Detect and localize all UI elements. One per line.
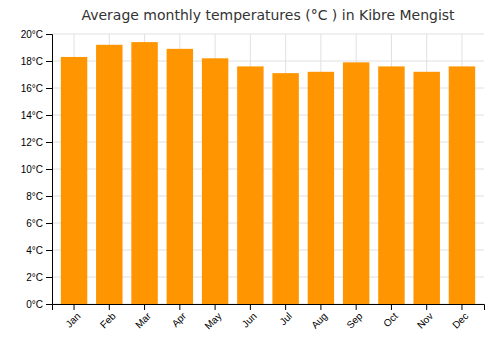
tick: 6°C: [26, 218, 52, 229]
tick-mark: [74, 304, 75, 310]
chart: 0°C 2°C 4°C 6°C 8°C 10°C 12°C 14°C 16°C 18°C 20°C J…: [0, 0, 500, 350]
tick: 16°C: [21, 83, 52, 94]
tick-mark: [46, 277, 52, 278]
tick-mark: [285, 304, 286, 310]
title: Average monthly temperatures (°C ) in Ki…: [81, 7, 455, 23]
tick-mark: [46, 196, 52, 197]
tick: Jan: [63, 304, 82, 330]
tick-mark: [46, 34, 52, 35]
bar: [61, 57, 87, 304]
grid: [52, 34, 484, 304]
bar: [167, 49, 193, 304]
tick-mark: [215, 304, 216, 310]
tick: Aug: [309, 304, 329, 331]
tick-mark: [179, 304, 180, 310]
tick-label: 18°C: [21, 56, 43, 67]
tick-mark: [320, 304, 321, 310]
bar: [378, 66, 404, 304]
tick: Sep: [344, 304, 365, 331]
bar: [413, 72, 439, 304]
tick-label: Sep: [344, 310, 365, 331]
bar: [449, 66, 475, 304]
tick-label: Aug: [309, 310, 329, 330]
tick-label: 12°C: [21, 137, 43, 148]
tick-mark: [46, 250, 52, 251]
tick: May: [202, 304, 223, 332]
tick: 4°C: [26, 245, 52, 256]
tick-mark: [46, 223, 52, 224]
tick-mark: [426, 304, 427, 310]
tick: Feb: [98, 304, 118, 330]
tick: Apr: [170, 304, 189, 329]
tick-label: 2°C: [26, 272, 43, 283]
tick: 12°C: [21, 137, 52, 148]
tick: Jun: [240, 304, 259, 330]
tick-label: Feb: [98, 310, 118, 330]
bars: [61, 42, 475, 304]
tick-label: Jun: [240, 310, 259, 329]
bar: [272, 73, 298, 304]
tick-label: Dec: [450, 310, 470, 330]
tick: 0°C: [26, 299, 52, 310]
tick-label: Apr: [170, 310, 189, 329]
axis-line: [46, 35, 53, 305]
tick-label: 6°C: [26, 218, 43, 229]
tick-label: Mar: [133, 310, 153, 330]
tick-label: Oct: [381, 310, 400, 329]
tick: Nov: [415, 304, 435, 331]
tick-label: 8°C: [26, 191, 43, 202]
tick-mark: [391, 304, 392, 310]
bar: [96, 45, 122, 304]
tick-mark: [46, 142, 52, 143]
x-axis: Jan Feb Mar Apr May Jun Jul Aug Sep Oct Nov Dec: [53, 304, 485, 332]
tick: Oct: [381, 304, 400, 329]
tick-label: Nov: [415, 310, 435, 330]
tick-label: 14°C: [21, 110, 43, 121]
tick-mark: [109, 304, 110, 310]
tick-mark: [144, 304, 145, 310]
tick-label: 0°C: [26, 299, 43, 310]
axis-line: [53, 305, 485, 311]
tick-label: 20°C: [21, 29, 43, 40]
tick: Mar: [133, 304, 153, 330]
tick-label: May: [202, 310, 223, 331]
tick-label: Jul: [277, 310, 294, 327]
bar: [202, 58, 228, 304]
tick-mark: [46, 61, 52, 62]
bar: [131, 42, 157, 304]
bar: [343, 62, 369, 304]
tick-label: 4°C: [26, 245, 43, 256]
tick-mark: [461, 304, 462, 310]
tick: 8°C: [26, 191, 52, 202]
tick: 18°C: [21, 56, 52, 67]
tick-mark: [46, 88, 52, 89]
tick-mark: [250, 304, 251, 310]
tick-mark: [46, 169, 52, 170]
tick-label: 16°C: [21, 83, 43, 94]
plot-area: 0°C 2°C 4°C 6°C 8°C 10°C 12°C 14°C 16°C 18°C 20°C J…: [21, 29, 485, 332]
tick: 20°C: [21, 29, 52, 40]
tick: 2°C: [26, 272, 52, 283]
tick-label: 10°C: [21, 164, 43, 175]
y-axis: 0°C 2°C 4°C 6°C 8°C 10°C 12°C 14°C 16°C 18°C 20°C: [21, 29, 53, 310]
tick-mark: [46, 304, 52, 305]
bar: [237, 66, 263, 304]
tick: Jul: [277, 304, 294, 327]
tick: Dec: [450, 304, 470, 331]
tick-mark: [356, 304, 357, 310]
bar: [308, 72, 334, 304]
grid-line: [52, 34, 484, 35]
tick-label: Jan: [63, 310, 82, 329]
tick: 14°C: [21, 110, 52, 121]
tick: 10°C: [21, 164, 52, 175]
tick-mark: [46, 115, 52, 116]
